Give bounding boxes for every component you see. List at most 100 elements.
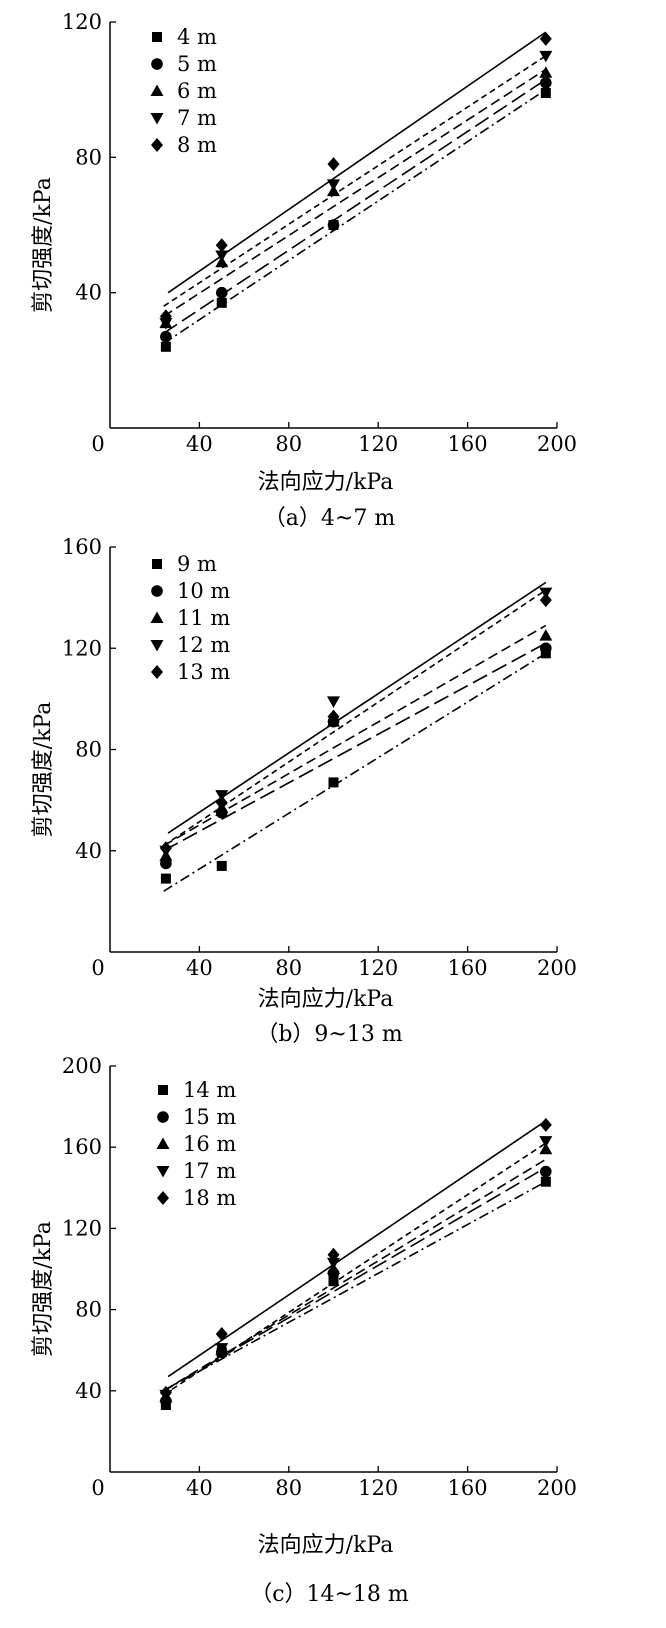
x-tick-label: 200 [537, 1476, 577, 1500]
legend-label: 15 m [183, 1105, 236, 1129]
legend-label: 14 m [183, 1078, 236, 1102]
legend-label: 10 m [177, 579, 230, 603]
data-point-4m [540, 88, 551, 99]
legend-label: 7 m [177, 106, 217, 130]
y-tick-label: 80 [75, 1298, 102, 1322]
data-point-9m [328, 777, 339, 788]
data-point-7m [539, 50, 553, 63]
data-point-7m [159, 318, 173, 330]
data-point-9m [160, 873, 171, 884]
data-point-5m [327, 219, 340, 231]
y-tick-label: 80 [75, 738, 102, 762]
data-point-8m [215, 238, 228, 253]
x-tick-label: 80 [275, 1476, 302, 1500]
legend-label: 5 m [177, 52, 217, 76]
legend-marker-16m [156, 1137, 170, 1149]
legend-marker-18m [157, 1191, 169, 1205]
legend-label: 11 m [177, 606, 230, 630]
legend-marker-10m [151, 585, 163, 597]
chart-panel-1: 0 40 80 120 160 200 40 80 120 法向应力/kPa 剪切强度/kPa （a）… [31, 10, 577, 531]
legend-label: 17 m [183, 1159, 236, 1183]
fit-line-18m [167, 1120, 547, 1378]
panel-caption: （b）9~13 m [256, 1022, 403, 1047]
legend-label: 4 m [177, 25, 217, 49]
fit-line-4m [163, 89, 547, 345]
data-point-4m [160, 341, 171, 352]
x-tick-label: 80 [275, 432, 302, 456]
y-tick-label: 120 [62, 636, 102, 660]
data-point-8m [327, 157, 340, 172]
legend-marker-17m [156, 1166, 170, 1178]
x-tick-label: 120 [358, 956, 398, 980]
legend-marker-7m [150, 113, 164, 125]
panel-caption: （a）4~7 m [264, 506, 396, 531]
x-axis-label: 法向应力/kPa [258, 987, 394, 1012]
legend-label: 8 m [177, 133, 217, 157]
x-tick-label: 160 [448, 956, 488, 980]
data-point-17m [215, 1343, 229, 1355]
data-point-13m [539, 593, 552, 608]
data-point-5m [215, 286, 228, 299]
legend-marker-9m [152, 559, 162, 569]
fit-line-8m [167, 31, 547, 294]
y-tick-label: 160 [62, 1135, 102, 1159]
legend-label: 18 m [183, 1186, 236, 1210]
legend-marker-15m [157, 1111, 169, 1123]
x-axis-label: 法向应力/kPa [258, 1533, 394, 1558]
legend-marker-12m [150, 640, 164, 652]
data-point-5m [540, 77, 552, 89]
y-tick-label: 160 [62, 535, 102, 559]
x-tick-label: 0 [91, 956, 104, 980]
chart-panel-2: 0 40 80 120 160 200 40 80 120 160 法向应力/kPa 剪切强度/kPa… [31, 535, 577, 1047]
x-tick-label: 80 [275, 956, 302, 980]
y-tick-label: 120 [62, 10, 102, 34]
x-tick-label: 160 [448, 432, 488, 456]
y-tick-label: 120 [62, 1216, 102, 1240]
data-point-5m [160, 330, 172, 343]
data-point-16m [539, 1142, 553, 1155]
data-point-18m [159, 1385, 172, 1400]
legend-marker-8m [151, 138, 163, 152]
x-tick-label: 40 [186, 956, 213, 980]
data-point-18m [539, 1117, 552, 1132]
x-tick-label: 120 [358, 1476, 398, 1500]
legend-label: 13 m [177, 660, 230, 684]
x-tick-label: 200 [537, 432, 577, 456]
x-axis-label: 法向应力/kPa [258, 470, 394, 495]
data-point-17m [327, 1257, 340, 1270]
data-point-8m [159, 309, 172, 324]
data-point-6m [539, 66, 553, 78]
y-tick-label: 80 [75, 145, 102, 169]
fit-line-14m [163, 1181, 547, 1392]
data-point-8m [539, 31, 552, 46]
legend-marker-11m [150, 611, 164, 623]
legend-label: 6 m [177, 79, 217, 103]
data-point-12m [327, 696, 340, 708]
x-tick-label: 120 [358, 432, 398, 456]
legend-marker-6m [150, 84, 164, 96]
legend-marker-13m [151, 665, 163, 679]
data-point-10m [540, 642, 552, 655]
chart-panel-3: 0 40 80 120 160 200 40 80 120 160 200 法向应力/kPa 剪切强度/… [31, 1054, 577, 1607]
x-tick-label: 0 [91, 1476, 104, 1500]
data-point-17m [539, 1136, 553, 1148]
x-tick-label: 0 [91, 432, 104, 456]
fit-line-6m [163, 68, 547, 318]
data-point-11m [539, 629, 553, 641]
legend-label: 9 m [177, 552, 217, 576]
fit-line-12m [163, 589, 547, 847]
data-point-4m [216, 297, 227, 308]
fit-line-10m [163, 642, 547, 852]
fit-line-11m [163, 624, 547, 847]
data-point-15m [540, 1165, 552, 1178]
y-tick-label: 40 [75, 839, 102, 863]
fit-line-17m [163, 1142, 547, 1396]
legend-marker-14m [158, 1085, 168, 1095]
legend-marker-5m [151, 58, 163, 70]
x-tick-label: 40 [186, 432, 213, 456]
y-tick-label: 40 [75, 281, 102, 305]
fit-line-13m [167, 581, 547, 834]
data-point-18m [215, 1326, 228, 1341]
x-tick-label: 40 [186, 1476, 213, 1500]
